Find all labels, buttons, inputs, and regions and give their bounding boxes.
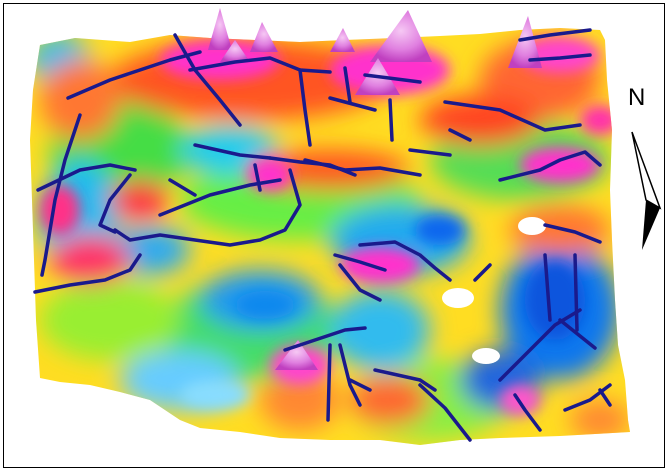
lineament (573, 253, 579, 332)
lineament (513, 393, 542, 432)
lineament (338, 263, 382, 302)
lineament (363, 73, 422, 84)
lineament (113, 168, 302, 247)
lineament (518, 28, 592, 42)
lineament (33, 253, 142, 294)
lineament (303, 158, 422, 177)
lineament (498, 150, 602, 182)
data-gaps (442, 217, 546, 364)
lineament (498, 308, 582, 382)
lineament (158, 178, 282, 217)
lineament (40, 113, 82, 277)
lineament (558, 318, 597, 350)
anomaly-peaks (208, 8, 542, 370)
lineament (358, 240, 452, 282)
lineament (298, 68, 312, 147)
lineament (448, 128, 472, 142)
lineament (543, 223, 602, 244)
lineament (168, 178, 197, 197)
lineament (418, 383, 472, 442)
lineament (388, 98, 394, 142)
north-label: N (628, 84, 646, 111)
lineament (253, 163, 262, 192)
lineament (343, 66, 352, 104)
lineament (543, 253, 552, 322)
lineament (563, 383, 612, 412)
lineament (36, 163, 137, 192)
lineament (408, 148, 452, 157)
lineament (598, 388, 612, 407)
lineament (333, 253, 387, 272)
lineament (193, 143, 272, 160)
lineaments (33, 28, 612, 442)
lineament (328, 96, 377, 112)
lineament (338, 343, 362, 407)
lineament (283, 326, 367, 352)
lineament (528, 53, 592, 62)
lineament (98, 173, 132, 234)
north-arrow-icon (631, 131, 662, 250)
lineament (348, 378, 372, 392)
lineament (473, 263, 492, 282)
lineament (373, 368, 437, 392)
lineament (443, 100, 582, 132)
lineament (326, 343, 332, 422)
lineament (188, 56, 332, 74)
lineament (173, 33, 242, 127)
